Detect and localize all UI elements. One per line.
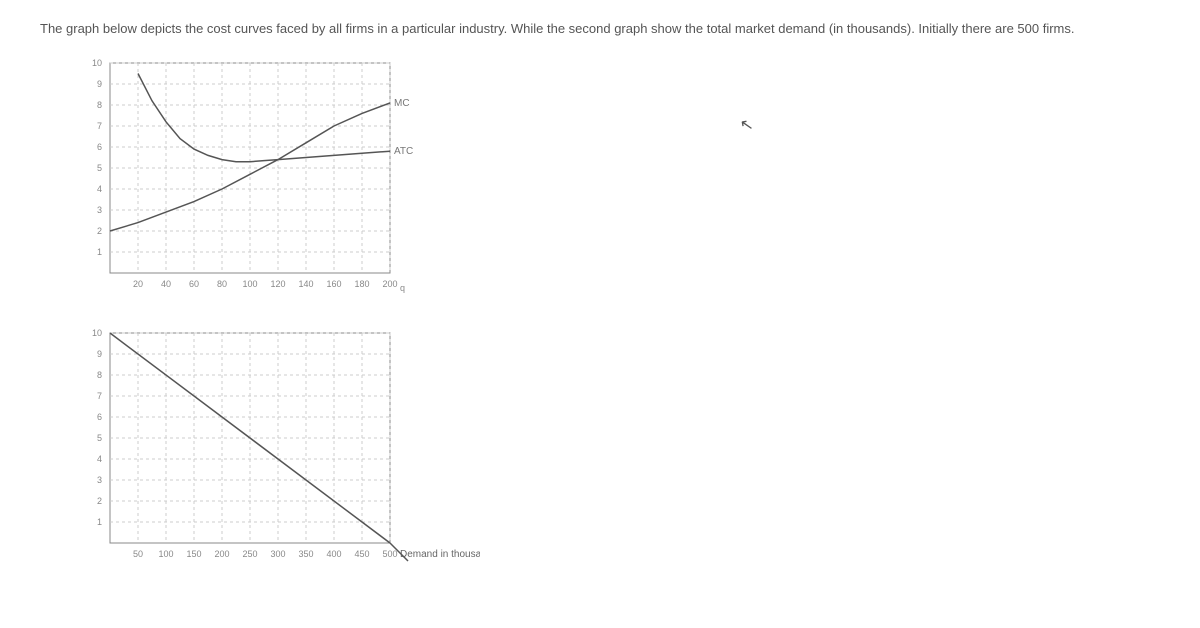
svg-text:40: 40	[161, 279, 171, 289]
svg-text:7: 7	[97, 391, 102, 401]
svg-text:350: 350	[298, 549, 313, 559]
svg-text:120: 120	[270, 279, 285, 289]
svg-text:2: 2	[97, 496, 102, 506]
svg-text:400: 400	[326, 549, 341, 559]
svg-text:80: 80	[217, 279, 227, 289]
svg-text:500: 500	[382, 549, 397, 559]
svg-text:MC: MC	[394, 98, 410, 109]
svg-text:50: 50	[133, 549, 143, 559]
svg-text:100: 100	[242, 279, 257, 289]
svg-text:250: 250	[242, 549, 257, 559]
svg-text:450: 450	[354, 549, 369, 559]
svg-text:1: 1	[97, 247, 102, 257]
svg-text:5: 5	[97, 163, 102, 173]
svg-text:300: 300	[270, 549, 285, 559]
svg-text:10: 10	[92, 58, 102, 68]
cost-curves-chart: 1 2 3 4 5 6 7 8 9 10 20 40 60 80 100 120 140 160 180 200 MC A…	[80, 58, 1160, 298]
svg-text:ATC: ATC	[394, 146, 413, 157]
svg-text:6: 6	[97, 142, 102, 152]
svg-text:60: 60	[189, 279, 199, 289]
svg-text:3: 3	[97, 475, 102, 485]
svg-text:8: 8	[97, 100, 102, 110]
svg-text:200: 200	[214, 549, 229, 559]
svg-text:10: 10	[92, 328, 102, 338]
svg-text:8: 8	[97, 370, 102, 380]
svg-text:3: 3	[97, 205, 102, 215]
svg-text:4: 4	[97, 184, 102, 194]
svg-text:5: 5	[97, 433, 102, 443]
svg-text:q: q	[400, 283, 405, 293]
svg-text:2: 2	[97, 226, 102, 236]
svg-text:160: 160	[326, 279, 341, 289]
svg-text:140: 140	[298, 279, 313, 289]
svg-text:20: 20	[133, 279, 143, 289]
svg-text:Demand in thousands: Demand in thousands	[400, 549, 480, 560]
svg-text:1: 1	[97, 517, 102, 527]
problem-text: The graph below depicts the cost curves …	[40, 20, 1160, 38]
demand-chart: 1 2 3 4 5 6 7 8 9 10 50 100 150 200 250 300 350 400 450 500…	[80, 328, 1160, 578]
svg-text:6: 6	[97, 412, 102, 422]
svg-text:100: 100	[158, 549, 173, 559]
svg-text:200: 200	[382, 279, 397, 289]
svg-text:9: 9	[97, 349, 102, 359]
svg-text:150: 150	[186, 549, 201, 559]
svg-text:9: 9	[97, 79, 102, 89]
svg-text:7: 7	[97, 121, 102, 131]
svg-text:4: 4	[97, 454, 102, 464]
svg-text:180: 180	[354, 279, 369, 289]
